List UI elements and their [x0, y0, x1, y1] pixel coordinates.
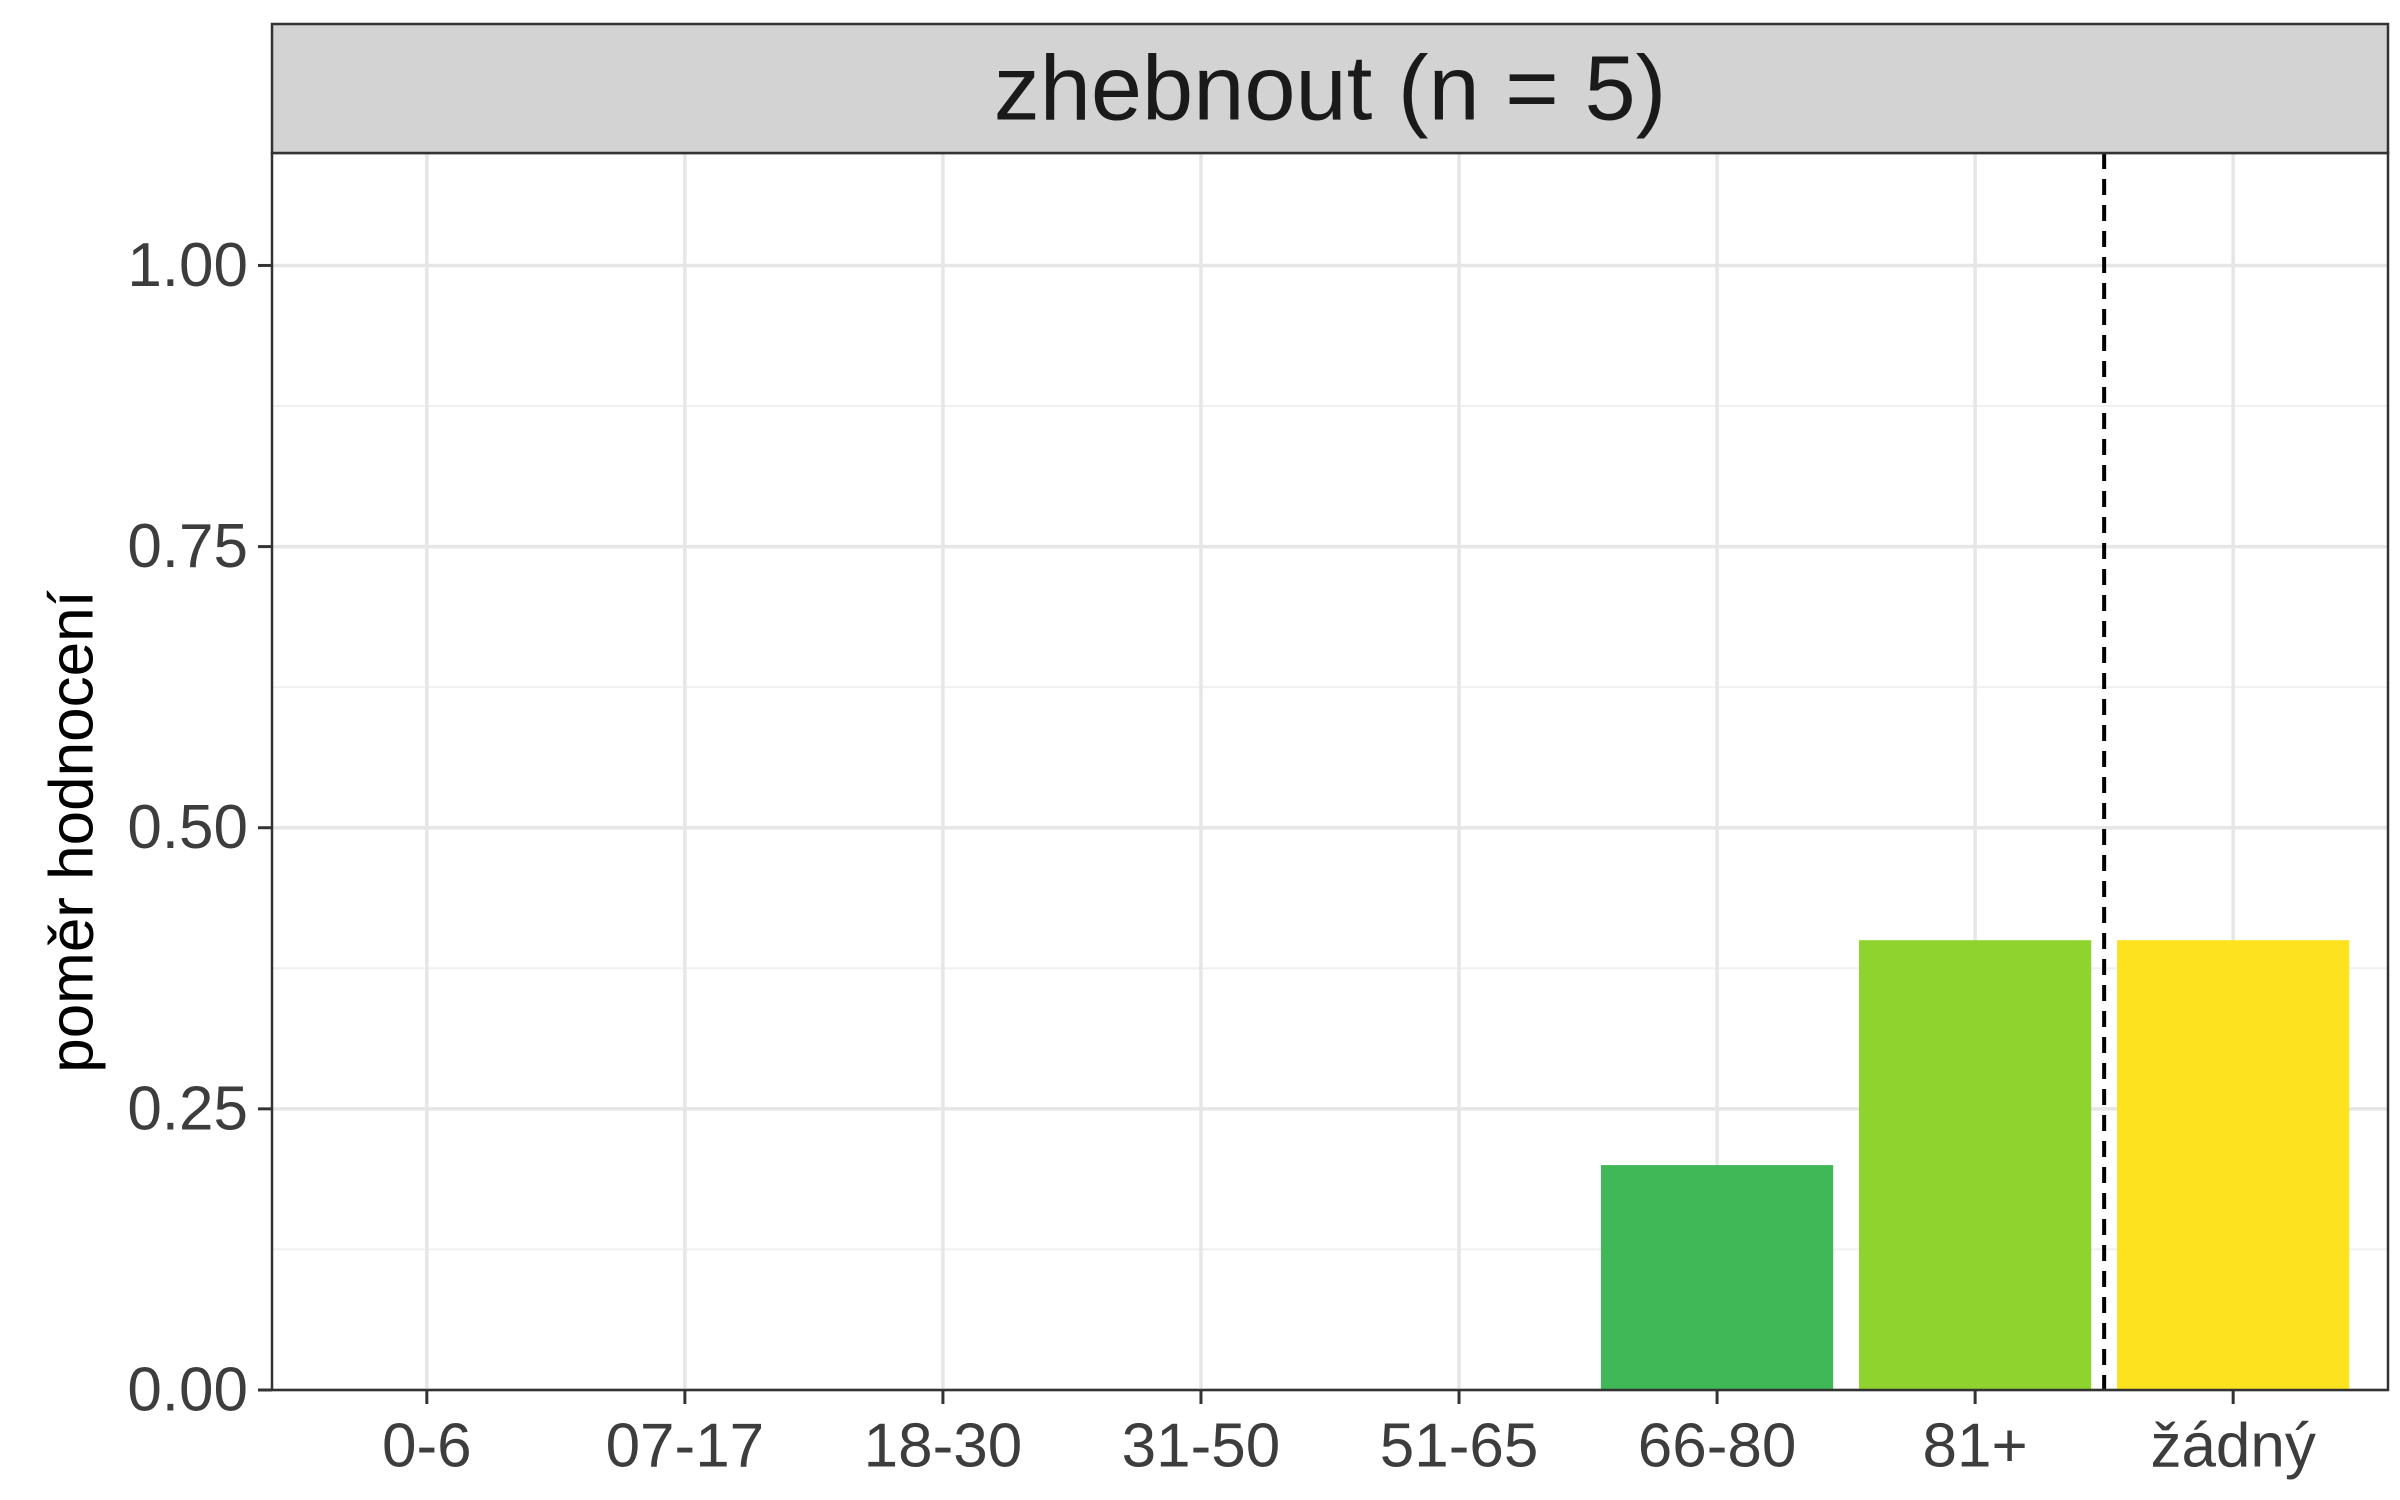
y-tick-label: 0.50 [127, 793, 248, 862]
bar-žádný [2117, 940, 2350, 1390]
y-tick-label: 0.00 [127, 1356, 248, 1425]
x-tick-label: 66-80 [1638, 1412, 1797, 1481]
x-tick-label: 31-50 [1122, 1412, 1281, 1481]
bar-66-80 [1600, 1165, 1834, 1390]
x-tick-label: 51-65 [1380, 1412, 1539, 1481]
x-tick-label: 18-30 [864, 1412, 1023, 1481]
x-tick-label: 07-17 [606, 1412, 765, 1481]
grid [272, 153, 2388, 1392]
x-tick-label: 81+ [1923, 1412, 2028, 1481]
facet-strip-background [270, 22, 2390, 155]
bars [1600, 940, 2350, 1390]
bar-81+ [1859, 940, 2092, 1390]
y-tick-label: 0.75 [127, 512, 248, 581]
y-tick-label: 0.25 [127, 1074, 248, 1143]
y-tick-label: 1.00 [127, 231, 248, 300]
x-tick-label: 0-6 [382, 1412, 472, 1481]
chart-title: zhebnout (n = 5) [994, 38, 1667, 140]
y-axis-title: poměr hodnocení [38, 590, 107, 1073]
facet-strip: zhebnout (n = 5) [270, 22, 2390, 155]
axes: 0.00 0.25 0.50 0.75 1.00 0-6 07-17 18-30 31-50 51… [127, 231, 2316, 1481]
x-tick-label: žádný [2150, 1412, 2315, 1481]
